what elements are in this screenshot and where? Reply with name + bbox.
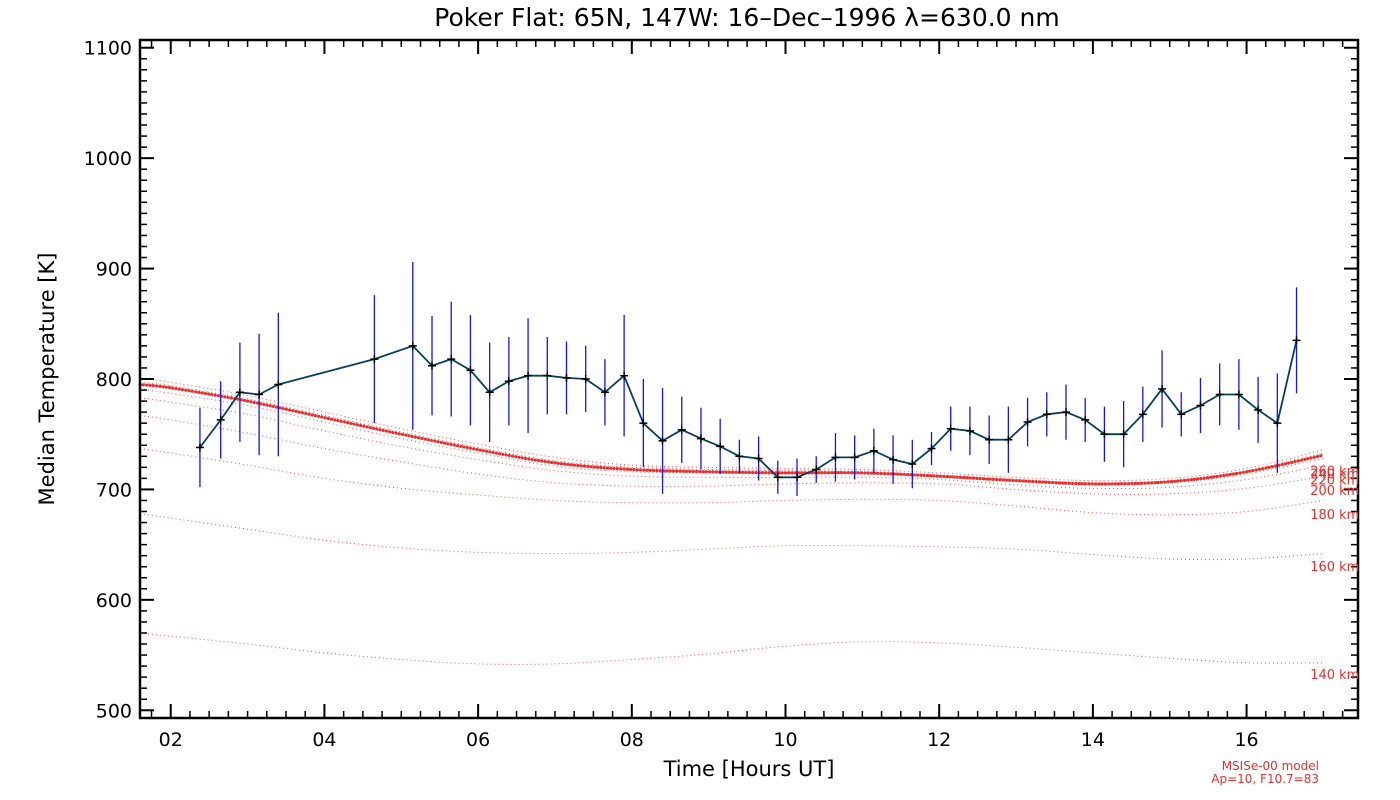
- data-point: [1215, 390, 1224, 399]
- data-point: [1273, 419, 1282, 428]
- data-point: [812, 465, 821, 474]
- data-point: [889, 455, 898, 464]
- data-point: [869, 446, 878, 455]
- data-point: [965, 426, 974, 435]
- x-tick-label: 12: [927, 729, 951, 751]
- data-point: [831, 453, 840, 462]
- data-point: [773, 473, 782, 482]
- y-tick-label: 1100: [84, 38, 132, 60]
- model-label-260km: 260 km: [1310, 464, 1359, 479]
- data-point: [639, 419, 648, 428]
- observed-series: [195, 336, 1301, 482]
- data-point: [1138, 410, 1147, 419]
- data-point: [696, 434, 705, 443]
- data-point: [235, 388, 244, 397]
- data-point: [370, 355, 379, 364]
- data-point: [216, 415, 225, 424]
- data-point: [1292, 336, 1301, 345]
- data-point: [677, 425, 686, 434]
- observed-line: [199, 340, 1298, 479]
- data-point: [408, 341, 417, 350]
- model-curves: [138, 377, 1325, 665]
- data-point: [581, 375, 590, 383]
- data-point: [428, 361, 437, 370]
- data-point: [1081, 415, 1090, 424]
- data-point: [927, 444, 936, 453]
- model-label-240km: 240 km: [1310, 467, 1359, 482]
- data-point: [195, 443, 204, 452]
- model-label-160km: 160 km: [1310, 560, 1359, 575]
- model-note-line-1: MSISe-00 model: [1222, 759, 1319, 773]
- model-curve-upper-7: [139, 381, 1324, 484]
- data-point: [1061, 408, 1070, 417]
- y-axis-label: Median Temperature [K]: [35, 253, 59, 506]
- x-tick-label: 08: [620, 729, 644, 751]
- data-point: [1177, 410, 1186, 419]
- x-axis-label: Time [Hours UT]: [663, 757, 835, 781]
- error-bars: [199, 261, 1298, 497]
- model-curve-240km: [139, 388, 1324, 486]
- y-tick-label: 600: [96, 590, 132, 612]
- data-point: [524, 371, 533, 380]
- x-tick-label: 06: [466, 729, 490, 751]
- model-note-line-2: Ap=10, F10.7=83: [1211, 772, 1319, 786]
- data-point: [946, 424, 955, 433]
- axis-ticks: 500 600 700 800 900 1000 1100 02 04 06 08 10 12 14 16: [84, 38, 1358, 751]
- data-point: [1119, 430, 1128, 439]
- data-point: [1196, 401, 1205, 410]
- data-point: [754, 454, 763, 463]
- model-label-180km: 180 km: [1310, 508, 1359, 523]
- y-tick-label: 700: [96, 479, 132, 501]
- data-point: [1234, 390, 1243, 399]
- data-point: [985, 435, 994, 444]
- model-curve-220km: [139, 397, 1324, 490]
- data-point: [793, 473, 802, 482]
- model-label-200km: 200 km: [1310, 484, 1359, 499]
- model-curve-upper-8: [139, 377, 1324, 482]
- plot-frame: [138, 38, 1360, 720]
- data-point: [850, 453, 859, 462]
- chart-title: Poker Flat: 65N, 147W: 16–Dec–1996 λ=630…: [434, 3, 1059, 32]
- data-point: [1042, 410, 1051, 419]
- x-tick-label: 04: [312, 729, 336, 751]
- data-point: [447, 355, 456, 364]
- data-point: [466, 366, 475, 375]
- data-point: [908, 460, 917, 469]
- y-tick-label: 1000: [84, 148, 132, 170]
- data-point: [504, 377, 513, 386]
- y-tick-label: 800: [96, 369, 132, 391]
- model-curve-160km: [139, 513, 1324, 561]
- plot-border: [138, 38, 1360, 720]
- data-point: [255, 390, 264, 399]
- data-point: [716, 442, 725, 451]
- model-curve-140km: [139, 632, 1324, 665]
- data-point: [735, 452, 744, 461]
- x-tick-label: 16: [1234, 729, 1258, 751]
- data-point: [543, 371, 552, 380]
- y-tick-label: 900: [96, 259, 132, 281]
- x-tick-label: 14: [1081, 729, 1105, 751]
- data-point: [1004, 435, 1013, 444]
- data-point: [600, 388, 609, 397]
- model-label-220km: 220 km: [1310, 474, 1359, 489]
- model-peak-curve: [138, 382, 1325, 486]
- data-point: [620, 371, 629, 380]
- model-curve-180km: [139, 448, 1324, 516]
- data-point: [1023, 418, 1032, 427]
- x-tick-label: 10: [773, 729, 797, 751]
- x-tick-label: 02: [159, 729, 183, 751]
- model-label-140km: 140 km: [1310, 668, 1359, 683]
- data-point: [1254, 405, 1263, 414]
- data-point: [1158, 384, 1167, 393]
- y-tick-label: 500: [96, 700, 132, 722]
- data-point: [658, 436, 667, 445]
- data-point: [485, 388, 494, 397]
- data-point: [274, 380, 283, 389]
- model-curve-260km: [139, 384, 1324, 485]
- data-point: [562, 373, 571, 382]
- data-point: [1100, 430, 1109, 439]
